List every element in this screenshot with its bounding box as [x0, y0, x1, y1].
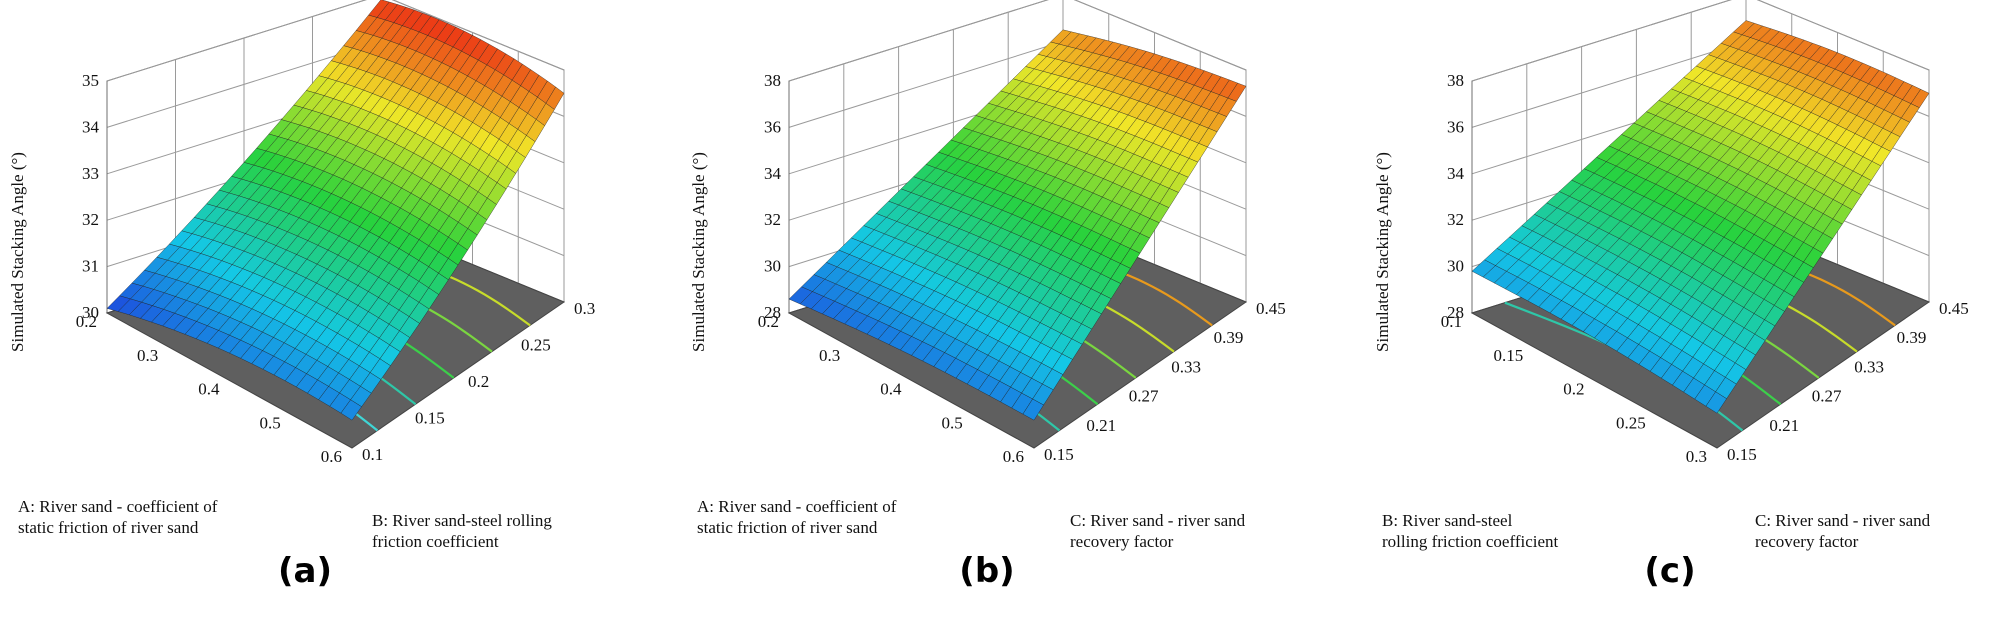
y-tick-label: 0.2	[468, 372, 489, 391]
z-axis-label: Simulated Stacking Angle (°)	[689, 152, 708, 352]
z-tick-label: 32	[1447, 210, 1464, 229]
response-surface	[1471, 20, 1930, 414]
x-axis-label: static friction of river sand	[697, 518, 878, 537]
surface-cell	[1705, 391, 1727, 414]
z-tick-label: 34	[1447, 164, 1465, 183]
z-tick-label: 38	[1447, 71, 1464, 90]
y-axis-label: friction coefficient	[372, 532, 499, 551]
y-tick-label: 0.21	[1769, 416, 1799, 435]
x-axis-label: static friction of river sand	[18, 518, 199, 537]
y-axis-label: C: River sand - river sand	[1070, 511, 1246, 530]
surface-cell	[340, 399, 362, 421]
y-tick-label: 0.27	[1812, 387, 1842, 406]
y-tick-label: 0.15	[415, 409, 445, 428]
x-tick-label: 0.2	[76, 312, 97, 331]
x-axis-label: rolling friction coefficient	[1382, 532, 1559, 551]
response-surface	[106, 0, 565, 421]
x-tick-label: 0.5	[942, 413, 963, 432]
z-tick-label: 34	[764, 164, 782, 183]
y-tick-label: 0.27	[1129, 387, 1159, 406]
x-tick-label: 0.3	[1686, 447, 1707, 466]
z-axis-label: Simulated Stacking Angle (°)	[1373, 152, 1392, 352]
y-tick-label: 0.15	[1727, 445, 1757, 464]
z-axis-label: Simulated Stacking Angle (°)	[8, 152, 27, 352]
x-tick-label: 0.4	[198, 380, 220, 399]
z-tick-label: 32	[764, 210, 781, 229]
y-tick-label: 0.45	[1256, 299, 1286, 318]
x-tick-label: 0.5	[260, 413, 281, 432]
panel-c: 28 30 32 34 36 38 0.1 0.15 0.2 0.25 0.3 0.15 0.21 0.2…	[1373, 0, 1969, 591]
panel-label: (b)	[959, 551, 1014, 591]
x-axis-label: A: River sand - coefficient of	[18, 497, 218, 516]
z-tick-label: 36	[764, 117, 781, 136]
x-tick-label: 0.15	[1494, 346, 1524, 365]
x-tick-label: 0.2	[758, 312, 779, 331]
y-tick-label: 0.1	[362, 445, 383, 464]
panel-label: (a)	[278, 551, 332, 591]
x-tick-label: 0.2	[1563, 380, 1584, 399]
y-tick-label: 0.3	[574, 299, 595, 318]
z-tick-label: 32	[82, 210, 99, 229]
x-axis-label: A: River sand - coefficient of	[697, 497, 897, 516]
z-tick-label: 30	[82, 303, 99, 322]
panel-b: 28 30 32 34 36 38 0.2 0.3 0.4 0.5 0.6 0.15 0.21 0.27 0…	[689, 0, 1286, 591]
y-tick-label: 0.45	[1939, 299, 1969, 318]
y-tick-label: 0.39	[1897, 328, 1927, 347]
y-tick-label: 0.15	[1044, 445, 1074, 464]
y-tick-label: 0.39	[1214, 328, 1244, 347]
x-tick-label: 0.25	[1616, 413, 1646, 432]
z-gridline	[788, 0, 1247, 82]
y-axis-label: C: River sand - river sand	[1755, 511, 1931, 530]
response-surface	[788, 29, 1247, 421]
z-tick-label: 30	[1447, 257, 1464, 276]
y-tick-label: 0.25	[521, 336, 551, 355]
x-tick-label: 0.3	[137, 346, 158, 365]
z-gridline	[106, 0, 565, 82]
z-tick-label: 31	[82, 257, 99, 276]
z-tick-label: 28	[1447, 303, 1464, 322]
x-tick-label: 0.3	[819, 346, 840, 365]
z-tick-label: 36	[1447, 117, 1464, 136]
x-tick-label: 0.4	[880, 380, 902, 399]
z-tick-label: 35	[82, 71, 99, 90]
panel-label: (c)	[1644, 551, 1695, 591]
z-tick-label: 30	[764, 257, 781, 276]
y-axis-label: recovery factor	[1755, 532, 1859, 551]
y-axis-label: B: River sand-steel rolling	[372, 511, 552, 530]
z-tick-label: 33	[82, 164, 99, 183]
z-gridline	[1471, 0, 1930, 82]
surface-cell	[1022, 398, 1044, 421]
z-tick-label: 34	[82, 117, 100, 136]
z-tick-label: 38	[764, 71, 781, 90]
x-axis-label: B: River sand-steel	[1382, 511, 1513, 530]
x-tick-label: 0.6	[1003, 447, 1024, 466]
x-tick-label: 0.6	[321, 447, 342, 466]
z-tick-label: 28	[764, 303, 781, 322]
y-tick-label: 0.33	[1854, 357, 1884, 376]
panel-a: 30 31 32 33 34 35 0.2 0.3 0.4 0.5 0.6 0.1 0.15 0.2 0.2…	[8, 0, 595, 591]
x-tick-label: 0.1	[1441, 312, 1462, 331]
y-tick-label: 0.33	[1171, 357, 1201, 376]
y-axis-label: recovery factor	[1070, 532, 1174, 551]
y-tick-label: 0.21	[1086, 416, 1116, 435]
